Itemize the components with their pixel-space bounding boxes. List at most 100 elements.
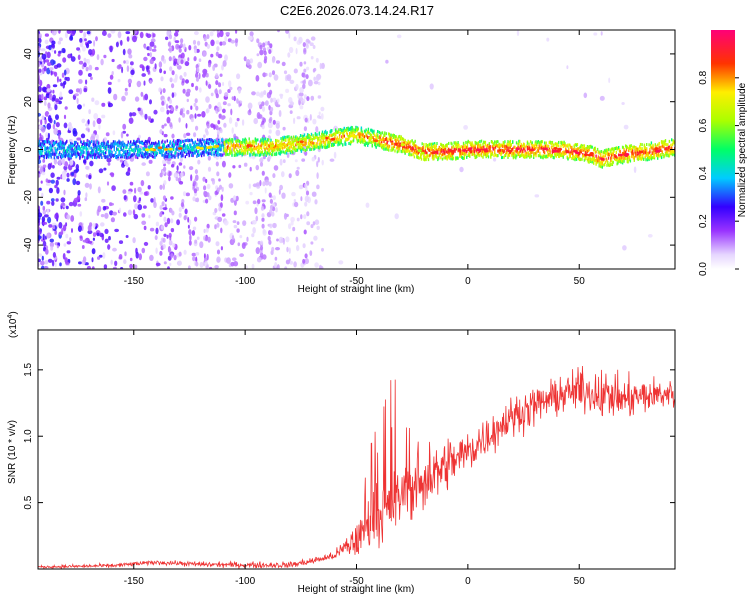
spectrogram-ridge-cell — [439, 147, 441, 151]
spectrogram-ridge-cell — [60, 153, 62, 157]
spectrogram-peak — [638, 150, 643, 154]
spectrogram-ridge-cell — [520, 145, 522, 149]
spectrogram-ridge-cell — [639, 146, 642, 150]
spectrogram-peak — [542, 147, 547, 151]
spectrogram-ridge-cell — [225, 150, 227, 154]
spectrogram-ridge-cell — [672, 139, 674, 143]
spectrogram-ridge-cell — [602, 159, 604, 163]
spectrogram-ridge-cell — [109, 155, 112, 159]
spectrogram-speckle — [190, 105, 193, 110]
spectrogram-ridge-cell — [370, 128, 372, 132]
spectrogram-streak — [216, 171, 220, 177]
spectrogram-speckle — [206, 183, 211, 190]
spectrogram-ridge-cell — [162, 149, 165, 153]
spectrogram-speckle — [217, 120, 221, 125]
spectrogram-ridge-cell — [542, 145, 544, 149]
spectrogram-ridge-cell — [439, 151, 441, 155]
spectrogram-ridge-cell — [648, 157, 650, 161]
spectrogram-ridge-cell — [513, 155, 515, 159]
spectrogram-ridge-cell — [52, 140, 55, 144]
spectrogram-ridge-cell — [155, 153, 158, 157]
spectrogram-ridge-cell — [271, 153, 273, 157]
spectrogram-ridge-cell — [310, 132, 313, 136]
spectrogram-ridge-cell — [347, 126, 349, 130]
spectrogram-speckle — [429, 83, 434, 90]
spectrogram-ridge-cell — [274, 145, 276, 149]
spectrogram-speckle — [56, 187, 60, 194]
spectrogram-ridge-cell — [135, 147, 137, 151]
spectrogram-ridge-cell — [507, 140, 509, 144]
spectrogram-ridge-cell — [384, 142, 387, 146]
spectrogram-speckle — [286, 152, 290, 158]
spectrogram-ridge-cell — [649, 143, 652, 147]
spectrogram-ridge-cell — [287, 146, 289, 150]
spectrogram-ridge-cell — [429, 146, 431, 150]
spectrogram-ridge-cell — [197, 154, 200, 157]
spectrogram-speckle — [170, 196, 174, 200]
spectrogram-ridge-cell — [664, 140, 666, 144]
spectrogram-ridge-cell — [93, 147, 95, 151]
spectrogram-ridge-cell — [199, 138, 201, 142]
spectrogram-ridge-cell — [660, 149, 662, 152]
spectrogram-speckle — [275, 247, 280, 251]
spectrogram-ridge-cell — [335, 130, 338, 134]
spectrogram-ridge-cell — [505, 144, 508, 148]
spectrogram-speckle — [82, 103, 86, 107]
spectrogram-speckle — [298, 184, 304, 190]
spectrogram-speckle — [253, 118, 258, 125]
spectrogram-speckle — [64, 257, 68, 264]
spectrogram-ridge-cell — [533, 145, 535, 149]
spectrogram-speckle — [238, 87, 241, 94]
spectrogram-ridge-cell — [506, 145, 508, 149]
spectrogram-ridge-cell — [328, 141, 330, 144]
spectrogram-speckle — [275, 207, 278, 213]
spectrogram-ridge-cell — [152, 155, 154, 159]
spectrogram-speckle — [534, 194, 540, 198]
spectrogram-ridge-cell — [259, 150, 261, 154]
spectrogram-speckle — [111, 71, 114, 76]
spectrogram-ridge-cell — [394, 149, 396, 153]
spectrogram-ridge-cell — [648, 151, 650, 155]
spectrogram-y-tick-label: 40 — [23, 48, 34, 60]
spectrogram-ridge-cell — [552, 148, 554, 152]
spectrogram-ridge-cell — [440, 142, 442, 146]
spectrogram-streak — [260, 205, 265, 211]
spectrogram-ridge-cell — [312, 145, 314, 149]
spectrogram-speckle — [203, 253, 206, 259]
spectrogram-speckle — [163, 233, 167, 237]
spectrogram-ridge-cell — [281, 150, 283, 154]
spectrogram-ridge-cell — [123, 155, 126, 159]
spectrogram-ridge-cell — [456, 145, 458, 149]
spectrogram-ridge-cell — [126, 155, 128, 159]
spectrogram-speckle — [46, 200, 51, 205]
spectrogram-streak — [269, 209, 273, 215]
spectrogram-speckle — [317, 81, 321, 86]
spectrogram-ridge-cell — [572, 150, 574, 154]
spectrogram-speckle — [193, 102, 197, 107]
spectrogram-speckle — [175, 43, 180, 50]
spectrogram-speckle — [61, 227, 64, 235]
spectrogram-ridge-cell — [512, 151, 515, 155]
spectrogram-speckle — [103, 137, 107, 142]
spectrogram-speckle — [124, 251, 127, 257]
spectrogram-ridge-cell — [568, 147, 570, 151]
spectrogram-speckle — [103, 167, 107, 171]
spectrogram-streak — [205, 108, 209, 114]
spectrogram-ridge-cell — [621, 145, 624, 149]
spectrogram-speckle — [51, 30, 57, 36]
spectrogram-speckle — [214, 224, 217, 230]
spectrogram-ridge-cell — [50, 148, 52, 151]
spectrogram-ridge-cell — [538, 144, 540, 148]
spectrogram-ridge-cell — [351, 126, 353, 129]
spectrogram-streak — [269, 230, 273, 236]
spectrogram-ridge-cell — [270, 138, 272, 142]
spectrogram-ridge-cell — [647, 156, 649, 160]
spectrogram-ridge-cell — [101, 142, 104, 146]
spectrogram-ridge-cell — [459, 146, 462, 150]
spectrogram-ridge-cell — [234, 137, 236, 141]
spectrogram-ridge-cell — [227, 138, 229, 142]
spectrogram-ridge-cell — [73, 144, 75, 147]
spectrogram-ridge-cell — [335, 137, 338, 141]
spectrogram-streak — [192, 256, 196, 262]
spectrogram-ridge-cell — [289, 141, 292, 144]
